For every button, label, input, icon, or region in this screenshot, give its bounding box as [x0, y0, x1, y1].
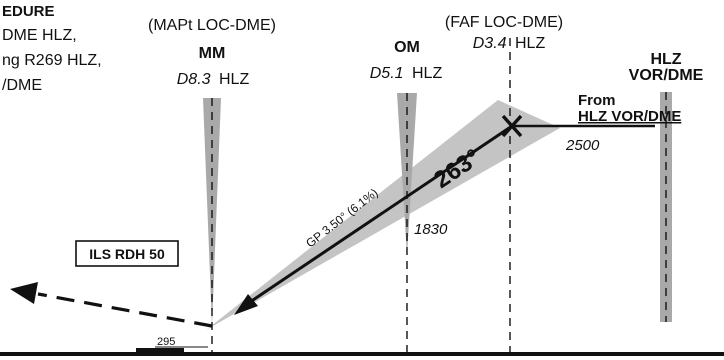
final-approach-arrowhead — [234, 294, 258, 315]
missed-approach-path — [37, 292, 213, 328]
missed-approach-arrowhead — [10, 282, 38, 304]
mm-distance-label: D8.3 HLZ — [177, 71, 250, 88]
faf-annotation: (FAF LOC-DME) — [445, 14, 563, 31]
om-station: HLZ — [412, 65, 442, 82]
ils-rdh-label: ILS RDH 50 — [89, 246, 165, 262]
final-approach-path — [249, 124, 513, 304]
om-altitude: 1830 — [414, 221, 448, 238]
vor-label-line2: VOR/DME — [629, 67, 704, 84]
vor-label-line1: HLZ — [650, 51, 681, 68]
runway-threshold-bar — [136, 348, 184, 353]
mm-name: MM — [199, 45, 226, 62]
om-marker-shade — [397, 93, 417, 255]
threshold-elevation-label: 295 — [157, 336, 175, 348]
mm-distance: D8.3 — [177, 71, 211, 88]
procedure-line: ng R269 HLZ, — [2, 52, 102, 69]
om-distance: D5.1 — [370, 65, 404, 82]
mm-station: HLZ — [219, 71, 249, 88]
faf-distance-label: D3.4 HLZ — [473, 35, 546, 52]
mm-annotation: (MAPt LOC-DME) — [148, 17, 276, 34]
faf-station: HLZ — [515, 35, 545, 52]
procedure-heading: EDURE — [2, 3, 55, 20]
initial-altitude-label: 2500 — [565, 137, 600, 154]
procedure-line: DME HLZ, — [2, 27, 77, 44]
om-distance-label: D5.1 HLZ — [370, 65, 443, 82]
ils-rdh-box — [75, 240, 179, 267]
om-name: OM — [394, 39, 420, 56]
from-label-line1: From — [578, 92, 616, 109]
faf-cross-symbol — [501, 114, 523, 138]
from-label-line2: HLZ VOR/DME — [578, 108, 681, 125]
procedure-text-block: EDURE DME HLZ, ng R269 HLZ, /DME — [2, 3, 102, 94]
procedure-line: /DME — [2, 77, 42, 94]
faf-distance: D3.4 — [473, 35, 507, 52]
